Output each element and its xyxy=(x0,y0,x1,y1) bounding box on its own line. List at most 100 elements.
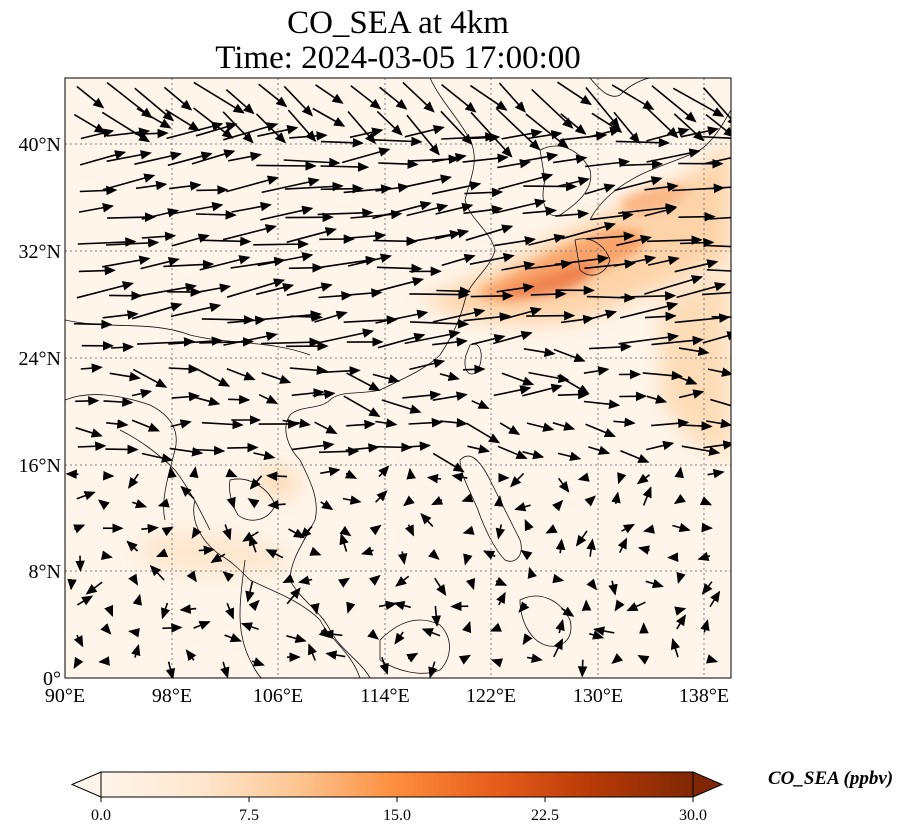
wind-arrow xyxy=(166,121,224,140)
wind-arrow xyxy=(106,150,152,163)
wind-arrow xyxy=(201,315,255,325)
wind-arrow xyxy=(167,151,213,167)
wind-arrow xyxy=(406,114,440,156)
wind-arrow xyxy=(378,465,390,478)
wind-arrow xyxy=(368,574,381,586)
wind-arrow xyxy=(131,419,160,432)
wind-arrow xyxy=(318,446,360,457)
wind-arrow xyxy=(501,372,535,386)
wind-arrow xyxy=(378,159,419,169)
lon-tick-label: 90°E xyxy=(45,685,85,707)
wind-arrow xyxy=(312,389,336,400)
wind-arrow xyxy=(227,315,267,326)
wind-arrow xyxy=(375,183,410,193)
wind-arrow xyxy=(552,154,588,164)
lat-tick-label: 0° xyxy=(43,668,61,690)
wind-arrow xyxy=(317,208,374,218)
map-frame xyxy=(64,77,732,679)
colorbar-tick-label: 15.0 xyxy=(383,807,411,824)
wind-arrow xyxy=(344,469,358,479)
wind-arrow xyxy=(156,548,169,558)
wind-arrow xyxy=(500,306,542,321)
wind-arrow xyxy=(251,657,265,667)
wind-arrow xyxy=(462,153,509,164)
wind-arrow xyxy=(403,441,431,451)
wind-arrow xyxy=(261,337,321,348)
wind-arrow xyxy=(461,493,474,503)
wind-arrow xyxy=(524,259,573,270)
wind-arrow xyxy=(346,601,356,614)
wind-arrow xyxy=(160,602,171,620)
wind-arrow xyxy=(167,466,177,479)
wind-arrow xyxy=(465,577,476,591)
wind-arrow xyxy=(103,397,134,407)
wind-arrow xyxy=(441,132,497,142)
wind-arrow xyxy=(586,578,598,591)
colorbar-tick-label: 0.0 xyxy=(91,807,111,824)
wind-arrow xyxy=(348,253,392,267)
wind-arrow xyxy=(393,600,411,611)
wind-arrow xyxy=(501,261,536,271)
wind-arrow xyxy=(78,203,114,213)
wind-arrow xyxy=(644,205,678,217)
wind-arrow xyxy=(289,131,328,141)
wind-arrow xyxy=(644,275,704,295)
lon-tick-label: 106°E xyxy=(253,685,303,707)
wind-arrow xyxy=(431,181,482,195)
wind-arrow xyxy=(76,85,105,109)
wind-arrow xyxy=(314,421,338,435)
wind-arrow xyxy=(518,601,530,613)
wind-arrow xyxy=(646,148,701,163)
wind-arrow xyxy=(402,81,435,113)
wind-arrow xyxy=(168,336,223,346)
wind-arrow xyxy=(620,301,679,319)
wind-arrow xyxy=(197,368,231,387)
wind-arrow xyxy=(463,205,504,215)
wind-arrow xyxy=(482,550,496,560)
wind-arrow xyxy=(616,234,652,247)
wind-arrow xyxy=(525,113,569,149)
wind-arrow xyxy=(346,419,376,430)
wind-arrow xyxy=(79,185,118,196)
wind-arrow xyxy=(375,418,398,428)
wind-arrow xyxy=(648,255,680,266)
wind-arrow xyxy=(225,88,255,115)
wind-arrow xyxy=(98,656,110,666)
wind-arrow xyxy=(434,577,447,597)
wind-arrow xyxy=(288,263,324,273)
wind-arrow xyxy=(672,522,691,533)
wind-arrow xyxy=(248,534,258,553)
wind-arrow xyxy=(615,137,670,148)
wind-arrow xyxy=(440,417,468,428)
wind-arrow xyxy=(522,383,563,397)
wind-arrow xyxy=(73,319,113,330)
wind-arrow xyxy=(490,658,504,668)
wind-arrow xyxy=(555,619,565,634)
wind-arrow xyxy=(193,620,211,630)
wind-arrow xyxy=(434,228,470,240)
wind-arrow xyxy=(593,626,615,636)
wind-arrow xyxy=(420,513,434,527)
wind-arrow xyxy=(226,496,236,509)
wind-arrow xyxy=(265,549,284,559)
wind-arrow xyxy=(645,578,664,589)
wind-arrow xyxy=(261,177,320,194)
wind-arrow xyxy=(557,81,592,106)
wind-arrow xyxy=(673,113,705,142)
wind-arrow xyxy=(614,176,663,192)
wind-arrow xyxy=(498,172,554,190)
wind-arrow xyxy=(258,83,288,108)
wind-arrow xyxy=(162,623,183,633)
wind-arrow xyxy=(343,184,393,194)
wind-arrow xyxy=(126,540,139,552)
wind-arrow xyxy=(583,309,618,322)
wind-arrow xyxy=(620,159,664,170)
wind-arrow xyxy=(369,524,382,536)
wind-arrow xyxy=(249,475,263,490)
wind-arrow xyxy=(577,659,588,678)
wind-arrow xyxy=(320,183,364,194)
wind-arrow xyxy=(494,236,537,247)
wind-arrow xyxy=(710,398,731,407)
wind-arrow xyxy=(286,227,337,244)
wind-arrow xyxy=(557,477,570,493)
